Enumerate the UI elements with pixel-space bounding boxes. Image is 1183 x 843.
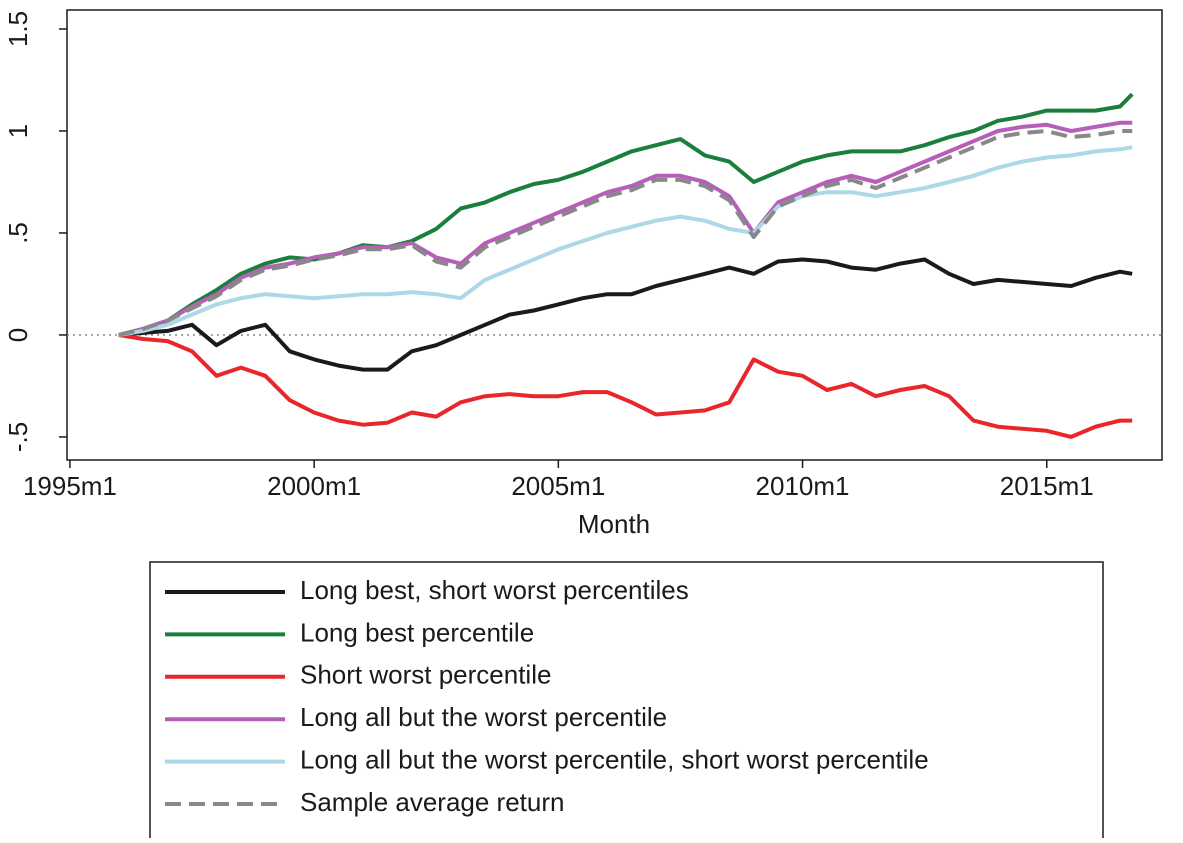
x-tick-label: 1995m1 — [23, 471, 117, 501]
y-tick-label: 1 — [3, 124, 33, 138]
x-tick-label: 2015m1 — [1000, 471, 1094, 501]
legend-label: Long all but the worst percentile — [300, 702, 667, 732]
legend-label: Long best, short worst percentiles — [300, 575, 689, 605]
series-line — [118, 145, 1133, 337]
y-tick-label: 1.5 — [3, 11, 33, 47]
y-tick-label: .5 — [3, 222, 33, 244]
legend-label: Long all but the worst percentile, short… — [300, 744, 929, 774]
series-line — [118, 92, 1134, 337]
series-line — [118, 257, 1133, 372]
legend-label: Short worst percentile — [300, 660, 551, 690]
x-axis-label: Month — [578, 509, 650, 539]
legend-label: Sample average return — [300, 787, 564, 817]
x-tick-label: 2010m1 — [756, 471, 850, 501]
y-tick-label: -.5 — [3, 422, 33, 452]
series-line — [118, 333, 1133, 439]
x-tick-label: 2005m1 — [511, 471, 605, 501]
plot-frame — [66, 9, 1163, 461]
y-tick-label: 0 — [3, 328, 33, 342]
series-line — [118, 120, 1133, 337]
x-tick-label: 2000m1 — [267, 471, 361, 501]
series-line — [118, 129, 1133, 337]
legend-box — [149, 561, 1104, 843]
legend-label: Long best percentile — [300, 617, 534, 647]
